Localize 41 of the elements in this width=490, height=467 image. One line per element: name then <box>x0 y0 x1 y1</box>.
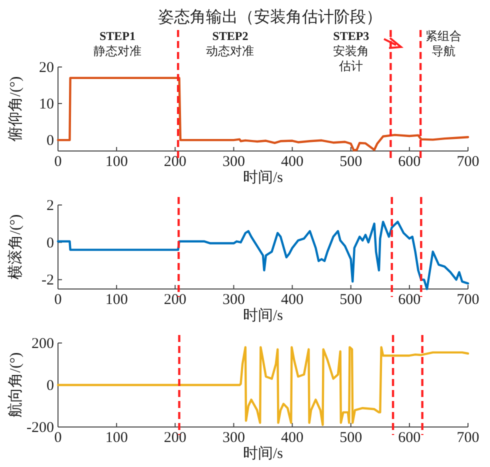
y-axis-title: 横滚角/(°) <box>7 214 24 280</box>
x-axis-title: 时间/s <box>242 445 284 462</box>
x-tick-label: 600 <box>398 430 421 446</box>
annotation: STEP3 安装角估计 <box>333 29 370 73</box>
y-axis-title: 航向角/(°) <box>7 352 24 418</box>
x-tick-label: 100 <box>105 430 128 446</box>
x-tick-label: 500 <box>340 154 362 170</box>
x-tick-label: 700 <box>456 154 480 170</box>
x-tick-label: 600 <box>398 154 421 170</box>
y-tick-label: 0 <box>46 235 54 252</box>
x-tick-label: 300 <box>222 430 245 446</box>
x-tick-label: 500 <box>340 292 362 308</box>
text: 紧组合导航 <box>425 29 462 58</box>
x-tick-label: 300 <box>222 154 245 170</box>
x-tick-label: 700 <box>456 292 480 308</box>
chart-title: 姿态角输出（安装角估计阶段） <box>158 8 382 26</box>
y-tick-label: 0 <box>46 133 54 150</box>
x-tick-label: 200 <box>164 430 186 446</box>
x-tick-label: 100 <box>105 292 128 308</box>
x-tick-label: 100 <box>105 154 128 170</box>
x-tick-label: 200 <box>164 292 186 308</box>
x-tick-label: 600 <box>398 292 421 308</box>
text: STEP2 动态对准 <box>206 29 254 58</box>
y-axis-title: 俯仰角/(°) <box>7 76 24 142</box>
y-tick-label: 10 <box>39 96 54 113</box>
y-tick-label: 2 <box>46 198 54 214</box>
x-tick-label: 500 <box>340 430 362 446</box>
x-tick-label: 400 <box>281 292 304 308</box>
y-tick-label: -2 <box>42 272 54 289</box>
y-tick-label: 200 <box>32 336 54 352</box>
x-tick-label: 700 <box>456 430 480 446</box>
x-tick-label: 400 <box>281 430 304 446</box>
text: STEP1 静态对准 <box>93 29 142 58</box>
y-tick-label: -200 <box>26 420 54 436</box>
y-tick-label: 0 <box>46 378 54 394</box>
x-axis-title: 时间/s <box>242 307 284 324</box>
x-tick-label: 400 <box>281 154 304 170</box>
x-tick-label: 200 <box>164 154 186 170</box>
x-tick-label: 300 <box>222 292 245 308</box>
y-tick-label: 20 <box>39 60 54 76</box>
x-axis-title: 时间/s <box>242 169 284 186</box>
